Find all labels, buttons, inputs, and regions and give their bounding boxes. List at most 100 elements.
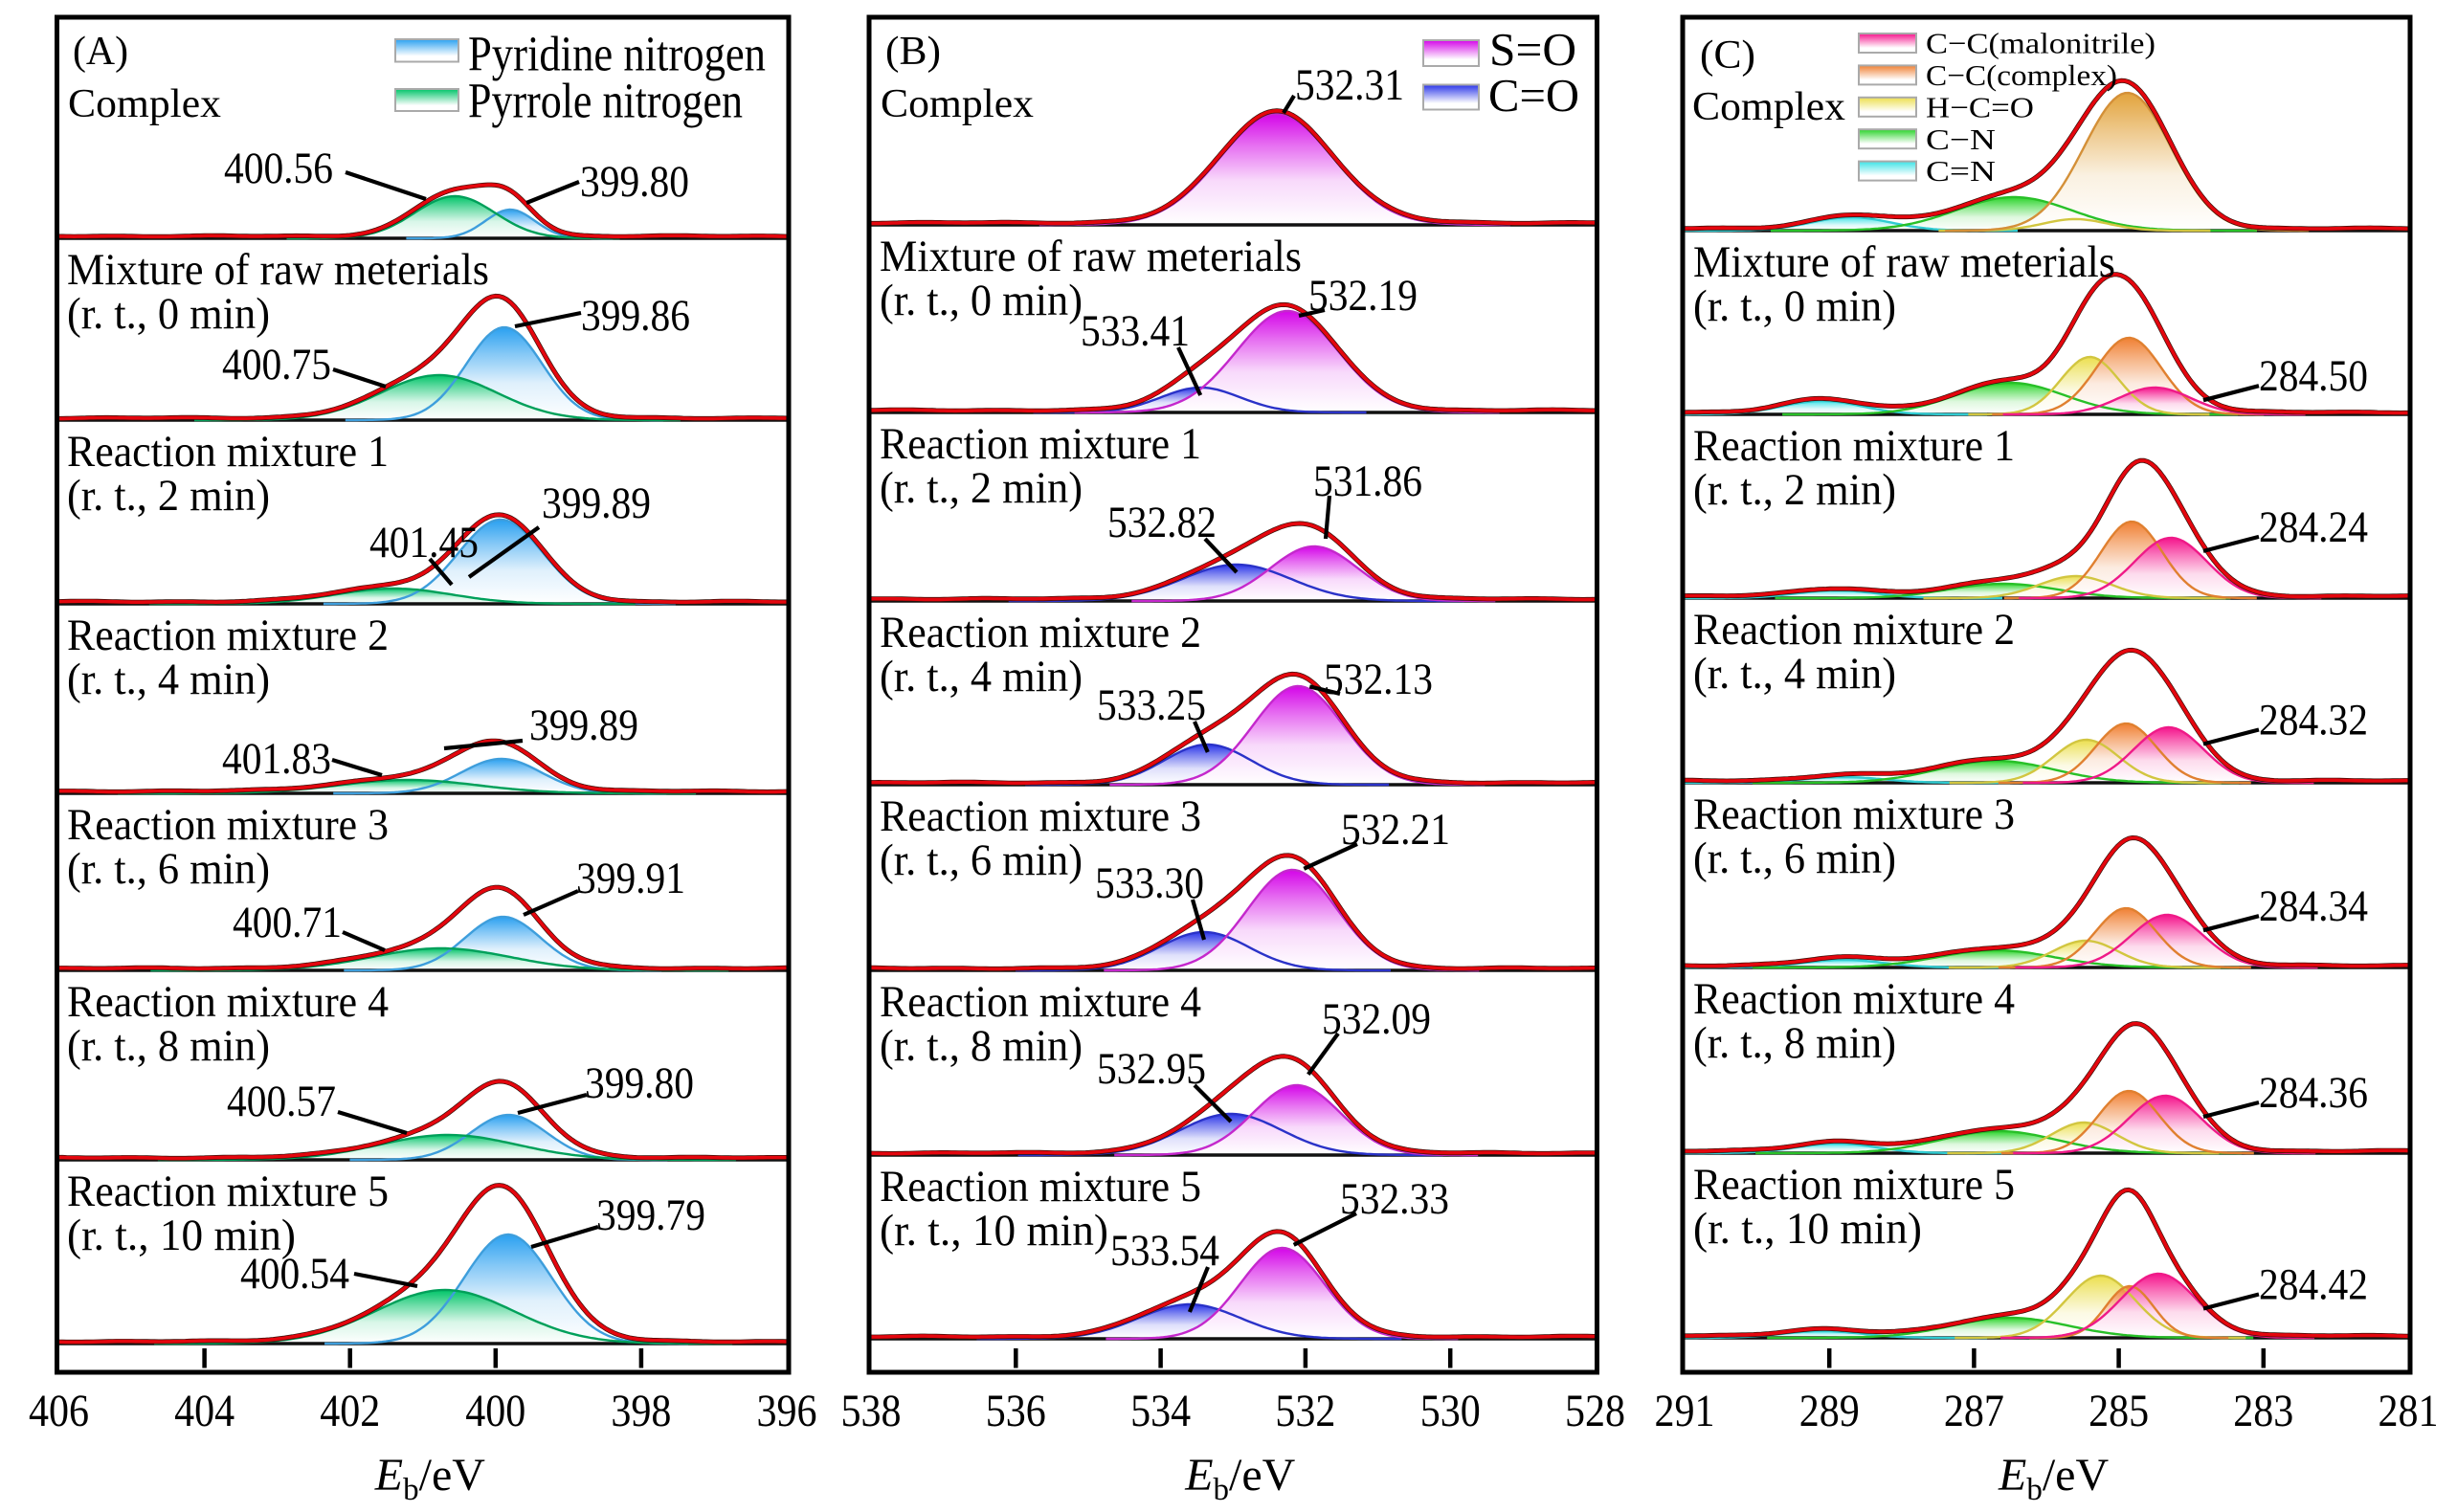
svg-text:532.31: 532.31: [1295, 61, 1404, 110]
svg-text:(B): (B): [885, 30, 941, 74]
svg-text:534: 534: [1130, 1387, 1191, 1436]
svg-text:Reaction mixture 4: Reaction mixture 4: [880, 977, 1201, 1027]
svg-text:C−C(malonitrile): C−C(malonitrile): [1926, 27, 2155, 60]
svg-text:Pyridine nitrogen: Pyridine nitrogen: [468, 28, 766, 82]
svg-text:C−N: C−N: [1926, 122, 1996, 156]
svg-text:(r. t., 4 min): (r. t., 4 min): [67, 655, 270, 704]
svg-text:(r. t., 10 min): (r. t., 10 min): [1693, 1204, 1922, 1254]
svg-text:400.54: 400.54: [240, 1250, 349, 1299]
svg-text:(r. t., 8 min): (r. t., 8 min): [880, 1021, 1083, 1071]
svg-text:533.30: 533.30: [1095, 859, 1204, 908]
svg-text:400.56: 400.56: [224, 145, 333, 193]
svg-text:400.57: 400.57: [227, 1078, 336, 1126]
svg-text:Mixture of raw meterials: Mixture of raw meterials: [1693, 237, 2115, 287]
svg-text:532.21: 532.21: [1341, 806, 1450, 855]
svg-text:S=O: S=O: [1489, 23, 1576, 76]
svg-text:Complex: Complex: [68, 82, 221, 126]
svg-text:Reaction mixture 1: Reaction mixture 1: [1693, 421, 2015, 471]
svg-text:Reaction mixture 3: Reaction mixture 3: [880, 791, 1201, 841]
svg-text:(r. t., 2 min): (r. t., 2 min): [67, 471, 270, 521]
svg-text:Reaction mixture 3: Reaction mixture 3: [67, 800, 389, 850]
svg-text:(r. t., 2 min): (r. t., 2 min): [1693, 465, 1896, 515]
svg-text:(r. t., 2 min): (r. t., 2 min): [880, 463, 1083, 513]
svg-text:Pyrrole nitrogen: Pyrrole nitrogen: [468, 75, 743, 129]
svg-text:C=O: C=O: [1488, 69, 1579, 122]
svg-text:H−C=O: H−C=O: [1926, 90, 2034, 123]
svg-text:402: 402: [320, 1387, 380, 1436]
svg-text:538: 538: [841, 1387, 902, 1436]
svg-text:Reaction mixture 1: Reaction mixture 1: [67, 427, 389, 477]
svg-text:284.24: 284.24: [2259, 503, 2368, 552]
svg-text:284.32: 284.32: [2259, 697, 2368, 745]
svg-text:533.54: 533.54: [1110, 1227, 1219, 1276]
svg-text:532.19: 532.19: [1308, 272, 1418, 321]
svg-text:399.89: 399.89: [529, 701, 638, 750]
svg-text:(r. t., 0 min): (r. t., 0 min): [1693, 281, 1896, 331]
svg-text:Eb/eV: Eb/eV: [1998, 1450, 2109, 1507]
svg-text:(r. t., 6 min): (r. t., 6 min): [1693, 834, 1896, 883]
svg-text:399.79: 399.79: [596, 1191, 705, 1240]
svg-text:(r. t., 8 min): (r. t., 8 min): [67, 1021, 270, 1071]
svg-text:404: 404: [174, 1387, 235, 1436]
svg-text:Reaction mixture 5: Reaction mixture 5: [67, 1167, 389, 1216]
svg-text:287: 287: [1944, 1387, 2004, 1436]
svg-text:399.89: 399.89: [542, 479, 651, 528]
svg-text:532.09: 532.09: [1322, 995, 1431, 1044]
svg-text:289: 289: [1799, 1387, 1860, 1436]
svg-text:533.25: 533.25: [1097, 681, 1206, 730]
svg-text:Reaction mixture 2: Reaction mixture 2: [1693, 605, 2015, 655]
svg-text:(r. t., 8 min): (r. t., 8 min): [1693, 1018, 1896, 1068]
svg-text:Mixture of raw meterials: Mixture of raw meterials: [880, 232, 1302, 281]
svg-text:532.82: 532.82: [1107, 499, 1217, 547]
svg-text:Eb/eV: Eb/eV: [1184, 1450, 1295, 1507]
svg-text:399.86: 399.86: [581, 292, 690, 341]
svg-text:(r. t., 0 min): (r. t., 0 min): [67, 289, 270, 339]
svg-text:Mixture of raw meterials: Mixture of raw meterials: [67, 245, 489, 295]
svg-text:Complex: Complex: [881, 82, 1034, 126]
svg-text:284.42: 284.42: [2259, 1261, 2368, 1310]
svg-text:Reaction mixture 2: Reaction mixture 2: [880, 608, 1201, 657]
svg-text:399.91: 399.91: [576, 855, 685, 903]
svg-text:399.80: 399.80: [585, 1059, 694, 1108]
svg-text:Reaction mixture 3: Reaction mixture 3: [1693, 789, 2015, 839]
svg-text:536: 536: [986, 1387, 1046, 1436]
svg-text:(C): (C): [1700, 33, 1755, 78]
svg-text:532: 532: [1275, 1387, 1335, 1436]
svg-text:(r. t., 4 min): (r. t., 4 min): [1693, 649, 1896, 699]
svg-text:(r. t., 6 min): (r. t., 6 min): [67, 844, 270, 894]
svg-text:401.83: 401.83: [222, 735, 331, 784]
svg-text:401.45: 401.45: [369, 519, 479, 567]
svg-text:281: 281: [2379, 1387, 2439, 1436]
svg-text:C−C(complex): C−C(complex): [1926, 58, 2117, 92]
svg-text:(r. t., 10 min): (r. t., 10 min): [67, 1211, 296, 1260]
svg-text:Reaction mixture 2: Reaction mixture 2: [67, 611, 389, 660]
svg-text:291: 291: [1655, 1387, 1715, 1436]
svg-text:Reaction mixture 5: Reaction mixture 5: [880, 1162, 1201, 1212]
svg-text:400.75: 400.75: [222, 341, 331, 389]
svg-text:Reaction mixture 4: Reaction mixture 4: [1693, 974, 2015, 1024]
svg-text:396: 396: [757, 1387, 817, 1436]
svg-text:(A): (A): [73, 30, 128, 74]
svg-text:283: 283: [2233, 1387, 2293, 1436]
svg-text:284.36: 284.36: [2259, 1069, 2368, 1118]
svg-text:Reaction mixture 4: Reaction mixture 4: [67, 977, 389, 1027]
svg-text:533.41: 533.41: [1081, 307, 1190, 356]
svg-text:406: 406: [29, 1387, 89, 1436]
svg-text:398: 398: [611, 1387, 671, 1436]
svg-text:532.13: 532.13: [1324, 656, 1433, 704]
svg-text:532.33: 532.33: [1340, 1175, 1449, 1224]
svg-text:C=N: C=N: [1926, 154, 1996, 188]
svg-text:531.86: 531.86: [1313, 457, 1422, 506]
svg-text:Reaction mixture 5: Reaction mixture 5: [1693, 1160, 2015, 1210]
svg-text:(r. t., 4 min): (r. t., 4 min): [880, 652, 1083, 701]
svg-text:284.50: 284.50: [2259, 352, 2368, 401]
svg-text:Complex: Complex: [1692, 85, 1845, 129]
svg-text:399.80: 399.80: [580, 158, 689, 207]
svg-text:Reaction mixture 1: Reaction mixture 1: [880, 419, 1201, 469]
svg-text:(r. t., 10 min): (r. t., 10 min): [880, 1206, 1108, 1256]
svg-text:284.34: 284.34: [2259, 882, 2368, 931]
svg-text:285: 285: [2088, 1387, 2149, 1436]
svg-text:532.95: 532.95: [1097, 1045, 1206, 1094]
svg-text:528: 528: [1565, 1387, 1625, 1436]
svg-text:(r. t., 0 min): (r. t., 0 min): [880, 276, 1083, 325]
